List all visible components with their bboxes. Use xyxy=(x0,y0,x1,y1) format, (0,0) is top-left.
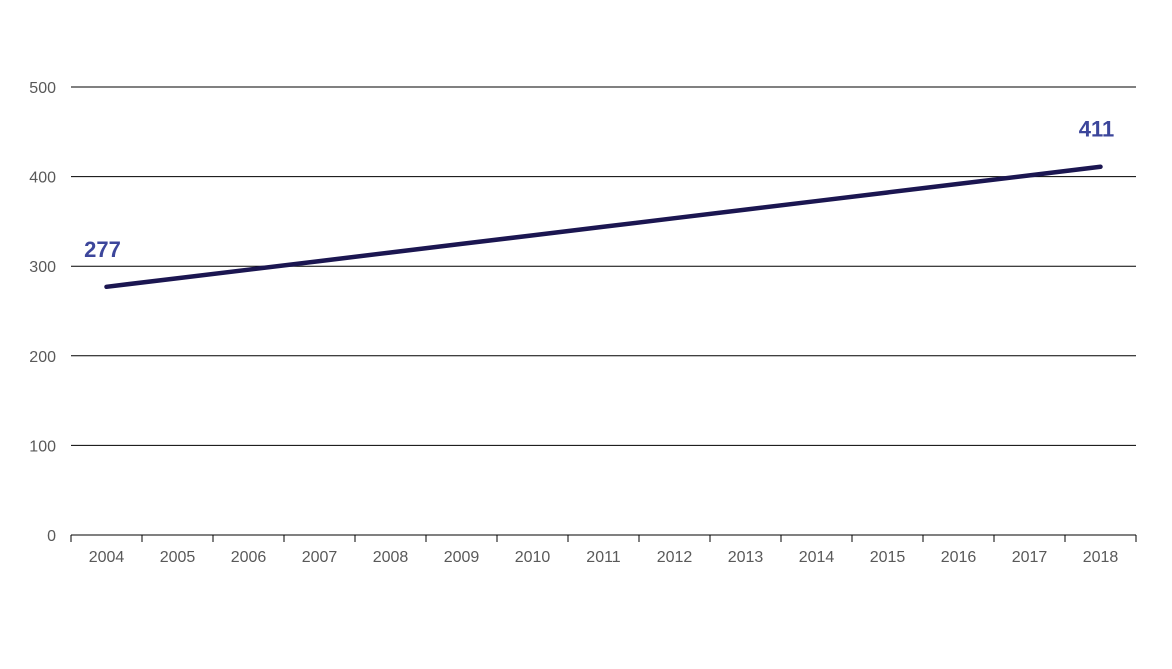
x-tick-label: 2004 xyxy=(89,549,125,566)
data-labels: 277 411 xyxy=(84,117,1114,262)
x-tick-label: 2010 xyxy=(515,549,551,566)
gridlines xyxy=(71,86,1136,446)
data-label-2004: 277 xyxy=(84,237,121,262)
x-axis xyxy=(70,534,1137,542)
y-tick-label: 100 xyxy=(29,438,56,455)
x-tick-label: 2011 xyxy=(586,549,621,566)
x-tick-label: 2017 xyxy=(1012,549,1048,566)
x-tick-label: 2006 xyxy=(231,549,267,566)
data-label-2018: 411 xyxy=(1079,117,1115,142)
x-tick-label: 2012 xyxy=(657,549,693,566)
x-axis-tick-labels: 2004 2005 2006 2007 2008 2009 2010 2011 2012 2013… xyxy=(89,549,1119,566)
x-tick-label: 2014 xyxy=(799,549,835,566)
y-tick-label: 200 xyxy=(29,349,56,366)
x-tick-label: 2008 xyxy=(373,549,409,566)
series-line-0 xyxy=(104,164,1103,290)
y-axis-tick-labels: 0 100 200 300 400 500 xyxy=(29,80,56,545)
x-tick-label: 2016 xyxy=(941,549,977,566)
x-tick-label: 2005 xyxy=(160,549,196,566)
series-layer xyxy=(104,164,1103,290)
y-tick-label: 0 xyxy=(47,528,56,545)
y-tick-label: 300 xyxy=(29,259,56,276)
x-tick-label: 2015 xyxy=(870,549,906,566)
x-tick-label: 2007 xyxy=(302,549,338,566)
y-tick-label: 400 xyxy=(29,170,56,187)
x-tick-label: 2018 xyxy=(1083,549,1119,566)
y-tick-label: 500 xyxy=(29,80,56,97)
x-tick-label: 2009 xyxy=(444,549,480,566)
x-tick-label: 2013 xyxy=(728,549,764,566)
